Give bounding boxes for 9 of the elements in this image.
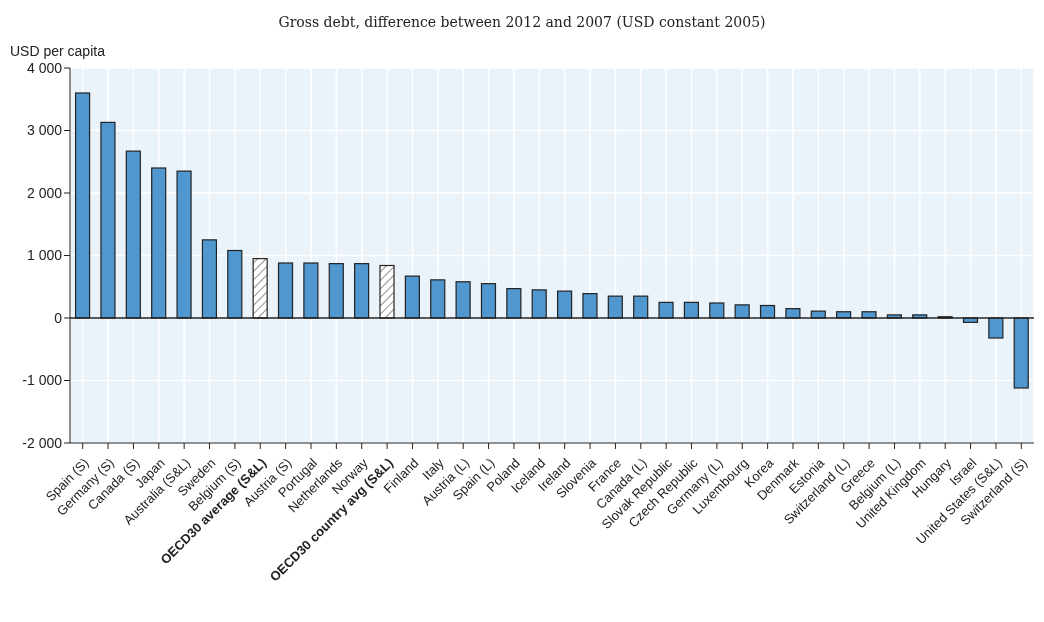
chart-title: Gross debt, difference between 2012 and 2007 (USD constant 2005) [277, 13, 767, 32]
y-tick-label: -2 000 [22, 434, 63, 451]
y-tick-label: 3 000 [26, 122, 63, 139]
y-tick-label: 1 000 [26, 247, 63, 264]
y-tick-label: 4 000 [26, 59, 63, 76]
y-axis-title: USD per capita [9, 43, 106, 59]
y-tick-label: -1 000 [22, 372, 63, 389]
y-tick-label: 2 000 [26, 184, 63, 201]
y-tick-label: 0 [54, 309, 63, 326]
